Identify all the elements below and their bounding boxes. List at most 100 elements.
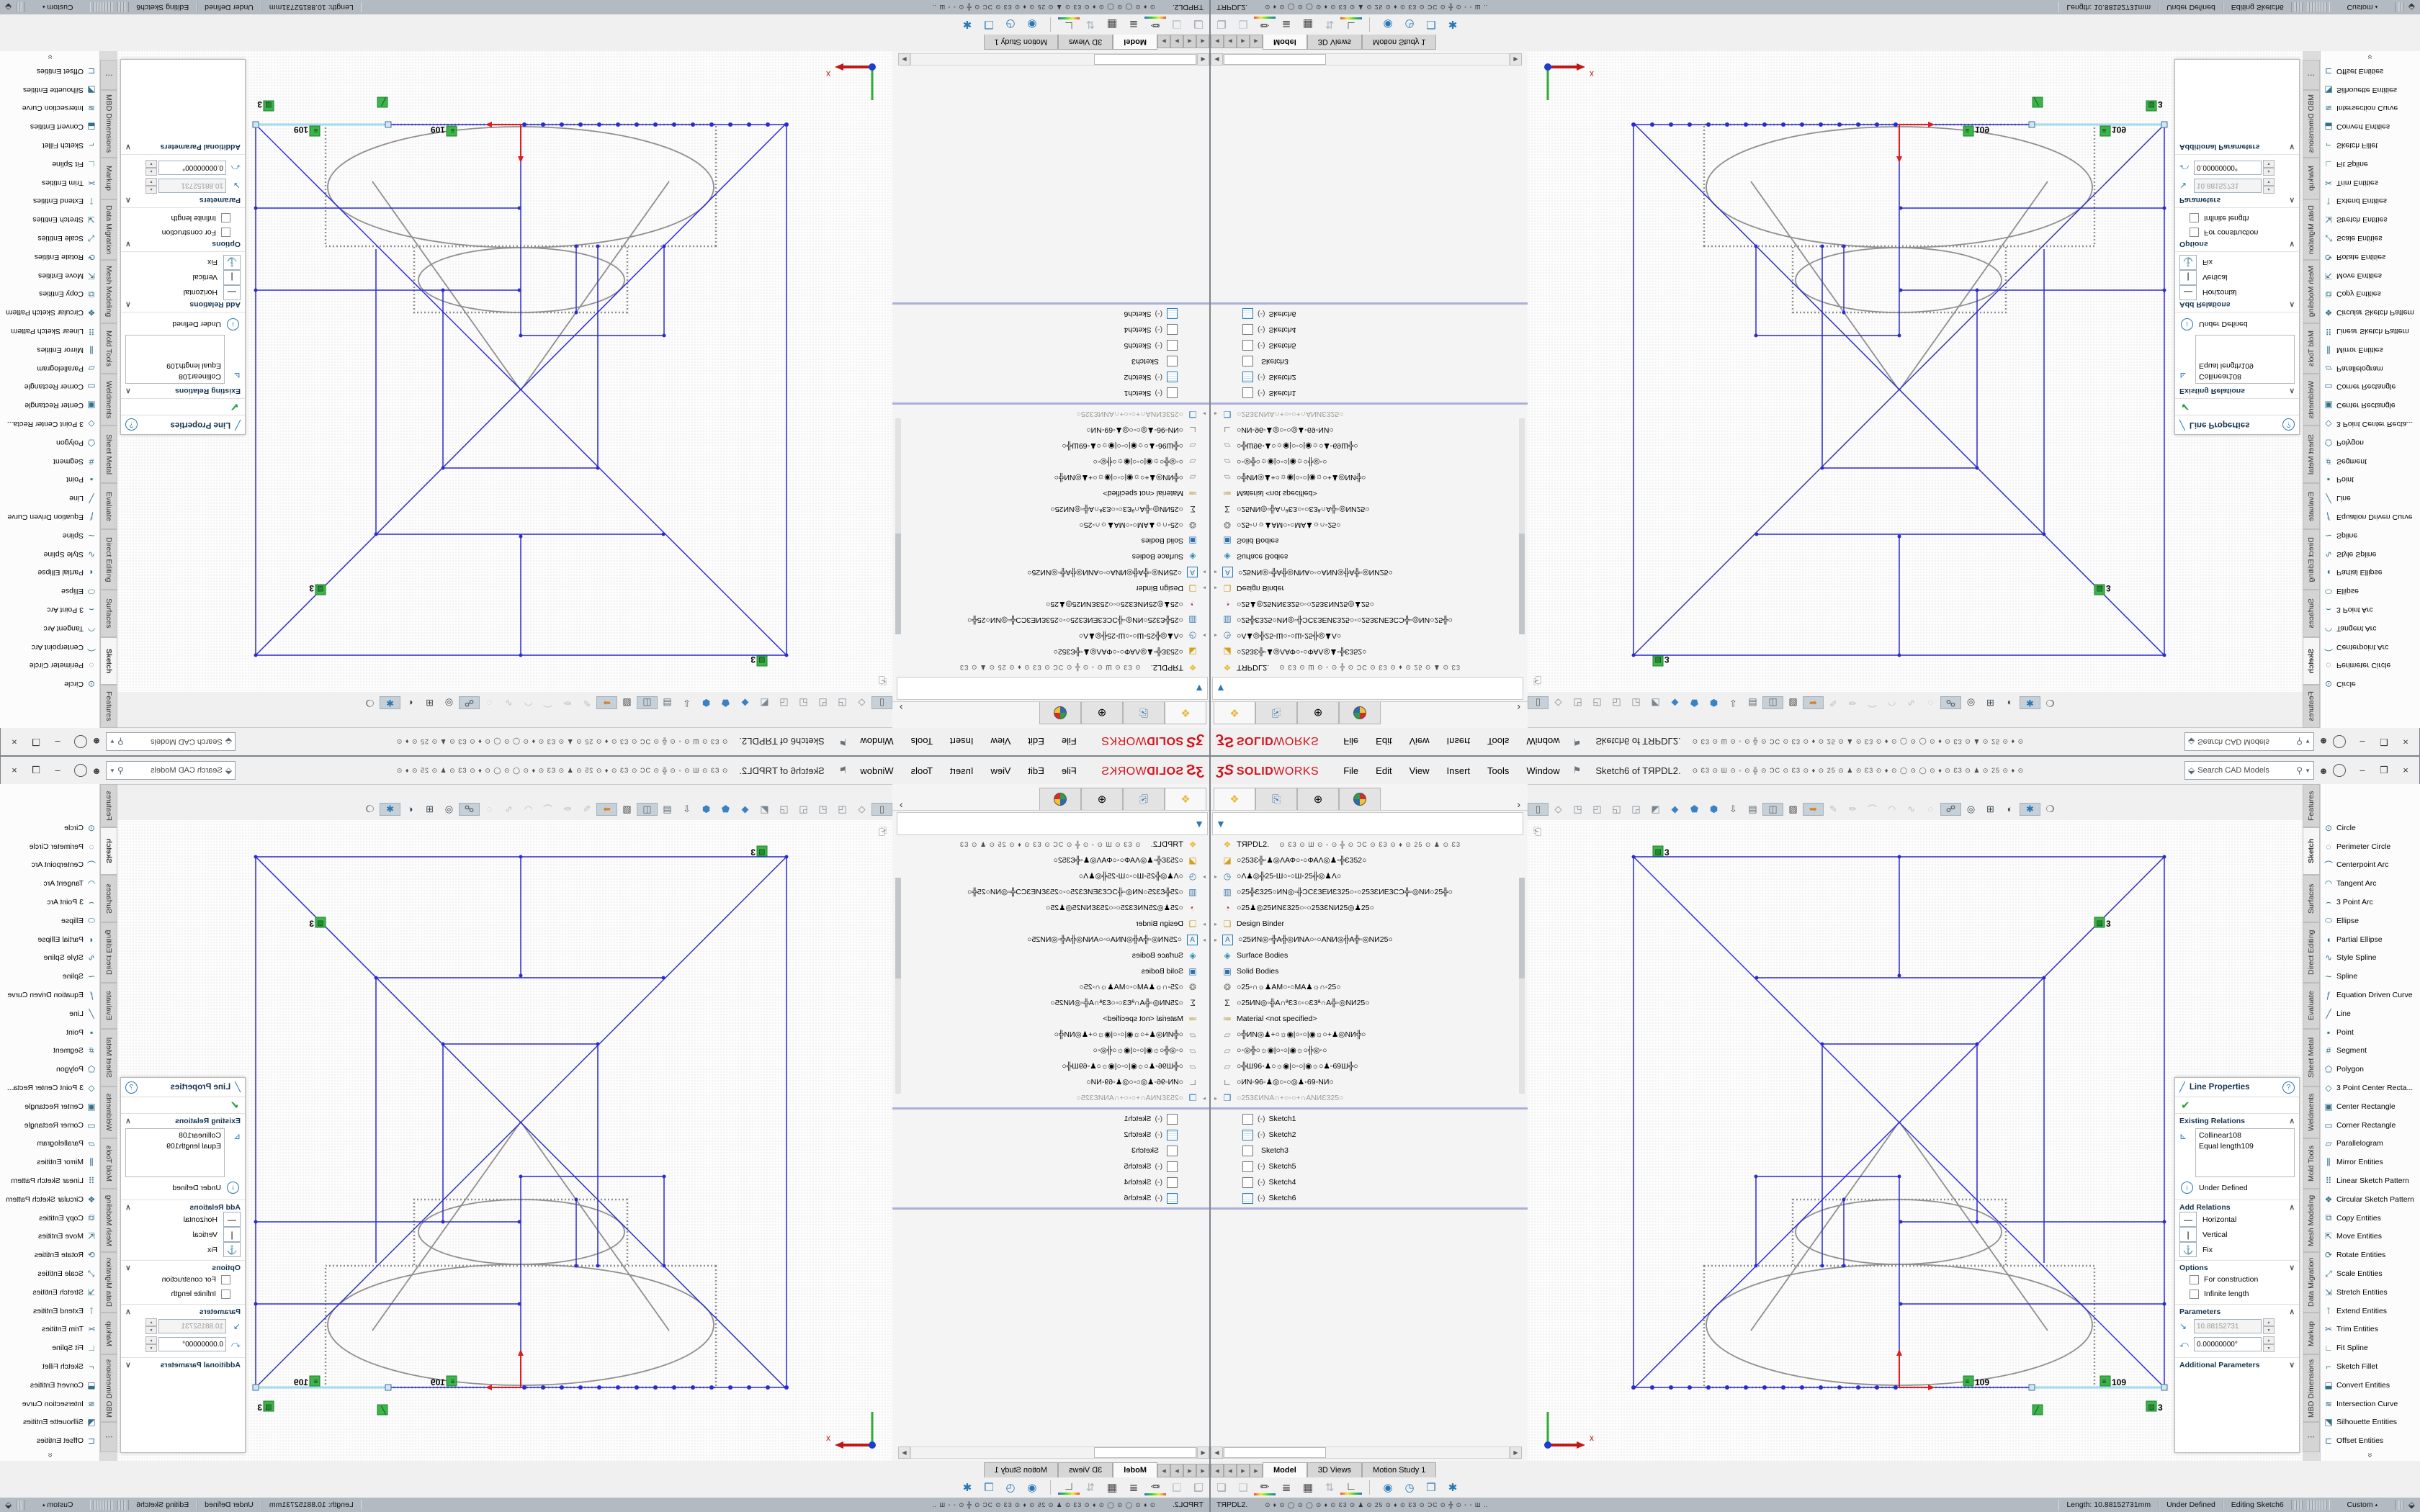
tab-featuremanager-tree[interactable]: ❖	[1165, 788, 1206, 810]
tree-item-sketch4[interactable]: (-) Sketch4	[1211, 1174, 1528, 1190]
panel-help-icon[interactable]: ?	[125, 418, 138, 431]
flyout-ellipse[interactable]: ⬭ Ellipse	[2321, 912, 2420, 930]
view-toolbar-icon-26[interactable]: ❍	[2045, 803, 2055, 814]
restore-button[interactable]: ❐	[2380, 737, 2388, 747]
view-toolbar-icon-13[interactable]: ▨	[1788, 698, 1798, 709]
menu-tools[interactable]: Tools	[910, 765, 933, 776]
parameters-header[interactable]: Parameters	[199, 1308, 241, 1316]
parameters-header[interactable]: Parameters	[199, 196, 241, 204]
flyout-3-point-arc[interactable]: ⌢ 3 Point Arc	[2321, 600, 2420, 619]
bottom-toolbar-icon-4[interactable]: ▦	[1106, 18, 1118, 30]
view-toolbar-icon-3[interactable]: ◰	[818, 698, 828, 709]
tab-property-manager[interactable]: ⎘	[1123, 788, 1165, 810]
tree-item-sketch3[interactable]: Sketch3	[892, 1143, 1209, 1158]
add-relation-vertical[interactable]: | Vertical	[125, 1227, 241, 1242]
bottom-toolbar-icon-1[interactable]: ❏	[1238, 1482, 1248, 1494]
tree-item-origin[interactable]: ∟ ○ИΝ◦96◦♟◎○◦○◎♟◦69◦ΝИ○	[1211, 422, 1528, 438]
view-toolbar-icon-9[interactable]: ⬢	[702, 803, 711, 814]
flyout-point[interactable]: ▪ Point	[2321, 470, 2420, 489]
flyout-scale-entities[interactable]: ⤢ Scale Entities	[0, 229, 99, 248]
flyout-segment[interactable]: # Segment	[2321, 452, 2420, 471]
flyout-trim-entities[interactable]: ✂ Trim Entities	[2321, 1320, 2420, 1339]
close-button[interactable]: ×	[2403, 737, 2408, 747]
angle-parameter-field[interactable]	[2194, 1337, 2262, 1351]
existing-relations-header[interactable]: Existing Relations	[174, 387, 241, 395]
flyout-copy-entities[interactable]: ⧉ Copy Entities	[0, 1209, 99, 1228]
view-toolbar-icon-21[interactable]: ☍	[459, 802, 480, 816]
flyout-rotate-entities[interactable]: ⟳ Rotate Entities	[2321, 1246, 2420, 1264]
flyout-perimeter-circle[interactable]: ◌ Perimeter Circle	[2321, 656, 2420, 675]
tree-item-design-binder[interactable]: ▸ ❏ Design Binder	[1214, 919, 1284, 929]
length-spinner[interactable]: ▲ ▼	[2263, 178, 2275, 194]
view-toolbar-icon-25[interactable]: ✱	[2020, 696, 2040, 710]
tab-features[interactable]: Features	[100, 784, 117, 827]
tree-item-origin[interactable]: ∟ ○ИΝ◦96◦♟◎○◦○◎♟◦69◦ΝИ○	[892, 422, 1209, 438]
tree-item-equations[interactable]: Σ ○25ИΝ◎◦╬Α∩ªƐ3○◦○Ɛ3ª∩Α╬◦◎ΝИ25○	[892, 501, 1209, 517]
bottom-toolbar-icon-0[interactable]: ❏	[1216, 1482, 1227, 1494]
tab-3d-views[interactable]: 3D Views	[1307, 35, 1363, 50]
flyout-trim-entities[interactable]: ✂ Trim Entities	[0, 1320, 99, 1339]
flyout-featuremanager-icon[interactable]: ⎗	[878, 825, 887, 837]
view-toolbar-icon-24[interactable]: ◐	[407, 804, 413, 814]
view-toolbar-icon-26[interactable]: ❍	[2045, 698, 2055, 709]
menu-edit[interactable]: Edit	[1376, 736, 1392, 747]
tab-markup[interactable]: Markup	[2303, 1313, 2320, 1354]
tree-item-material[interactable]: ≔ Material <not specified>	[1211, 485, 1528, 501]
view-toolbar-icon-23[interactable]: ⊞	[1986, 803, 1994, 814]
checkbox-infinite-length[interactable]: Infinite length	[2190, 1287, 2295, 1301]
flyout-style-spline[interactable]: ∿ Style Spline	[0, 545, 99, 564]
tab-evaluate[interactable]: Evaluate	[2303, 983, 2320, 1029]
tree-item-sketch3[interactable]: Sketch3	[1211, 354, 1528, 369]
tree-root-item[interactable]: ❖ TЯPDL2. ⊙ Ɛ3 ⊙ Ш ⊙ ◦ ⊙ ╬ ⊙ ƆϹ ⊙ Ɛ3 ⊙ ♦…	[1211, 660, 1528, 675]
flyout-circle[interactable]: ⊙ Circle	[0, 675, 99, 693]
tab-model[interactable]: Model	[1263, 35, 1307, 50]
tree-item-sketch4[interactable]: (-) Sketch4	[1211, 322, 1528, 338]
view-toolbar-icon-15[interactable]: ✎	[1829, 803, 1837, 814]
tree-splitter[interactable]	[892, 402, 1209, 405]
tree-item-surface-bodies[interactable]: ◈ Surface Bodies	[892, 948, 1209, 963]
view-toolbar-icon-17[interactable]: ⌒	[1867, 804, 1877, 815]
flyout-segment[interactable]: # Segment	[0, 452, 99, 471]
flyout-center-rectangle[interactable]: ▣ Center Rectangle	[0, 396, 99, 415]
quick-access-toolbar[interactable]: ⊙ Ɛ3 ⊙ Ш ⊙ ◦ ⊙ ╬ ⊙ ƆϹ ⊙ Ɛ3 ⊙ ♦ ⊙ 25 ⊙ ♟ …	[1692, 738, 2025, 746]
menu-insert[interactable]: Insert	[1446, 765, 1471, 776]
tree-root-item[interactable]: ❖ TЯPDL2. ⊙ Ɛ3 ⊙ Ш ⊙ ◦ ⊙ ╬ ⊙ ƆϹ ⊙ Ɛ3 ⊙ ♦…	[892, 660, 1209, 675]
restore-button[interactable]: ❐	[32, 765, 40, 775]
checkbox-for-construction[interactable]: For construction	[2190, 225, 2295, 240]
tab-weldments[interactable]: Weldments	[100, 1086, 117, 1138]
angle-spinner[interactable]: ▲ ▼	[145, 160, 157, 176]
add-relations-header[interactable]: Add Relations	[2179, 300, 2231, 309]
tab-mold-tools[interactable]: Mold Tools	[100, 1138, 117, 1189]
tab-evaluate[interactable]: Evaluate	[100, 983, 117, 1029]
tree-horizontal-scrollbar[interactable]: ◀ ▶	[898, 1446, 1209, 1459]
tree-item-equations[interactable]: Σ ○25ИΝ◎◦╬Α∩ªƐ3○◦○Ɛ3ª∩Α╬◦◎ΝИ25○	[1211, 995, 1528, 1011]
view-toolbar-icon-0[interactable]: ▯	[871, 696, 892, 710]
flyout-tangent-arc[interactable]: ◠ Tangent Arc	[2321, 874, 2420, 893]
search-icon[interactable]: ⚲	[2296, 737, 2303, 747]
tab-mbd-dimensions[interactable]: MBD Dimensions	[2303, 90, 2320, 158]
view-toolbar-icon-5[interactable]: ◲	[779, 698, 789, 709]
tree-item-sensors[interactable]: ▥ ○25╬Ɛ325○ИΝ◎◦╬ƆϹƐ3ΕИƐ325○◦○253ƐИΕ3ϹƆ╬◦◎…	[1211, 884, 1528, 900]
view-toolbar-icon-8[interactable]: ⬟	[1690, 698, 1699, 709]
tree-item-folder-star[interactable]: ◪ ○253Ɛ╬◦♟◎ΛΑΦ○◦○ΦΑΛ◎♟◦╬Ɛ352○	[1211, 644, 1528, 660]
flyout-partial-ellipse[interactable]: ◖ Partial Ellipse	[0, 930, 99, 949]
view-toolbar-icon-4[interactable]: ◱	[799, 803, 808, 814]
tab-⋮[interactable]: ⋮	[100, 1422, 117, 1452]
tab-featuremanager-tree[interactable]: ❖	[1214, 702, 1255, 724]
flyout-tangent-arc[interactable]: ◠ Tangent Arc	[0, 619, 99, 638]
flyout-ellipse[interactable]: ⬭ Ellipse	[0, 582, 99, 600]
flyout-circle[interactable]: ⊙ Circle	[2321, 675, 2420, 693]
flyout-perimeter-circle[interactable]: ◌ Perimeter Circle	[0, 656, 99, 675]
user-account-button[interactable]: ☻	[91, 765, 102, 776]
flyout-perimeter-circle[interactable]: ◌ Perimeter Circle	[0, 837, 99, 856]
flyout-partial-ellipse[interactable]: ◖ Partial Ellipse	[2321, 930, 2420, 949]
add-relation-fix[interactable]: ⚓ Fix	[125, 255, 241, 270]
flyout-circle[interactable]: ⊙ Circle	[2321, 819, 2420, 837]
view-toolbar-icon-10[interactable]: ⇩	[1729, 698, 1737, 709]
tab-display-manager[interactable]	[1039, 788, 1081, 810]
view-toolbar-icon-20[interactable]: ◌	[1927, 698, 1934, 708]
tab-mesh-modeling[interactable]: Mesh Modeling	[2303, 260, 2320, 323]
tab-display-manager[interactable]	[1039, 702, 1081, 724]
tab-sheet-metal[interactable]: Sheet Metal	[100, 426, 117, 483]
ok-button[interactable]: ✔	[2181, 400, 2190, 413]
